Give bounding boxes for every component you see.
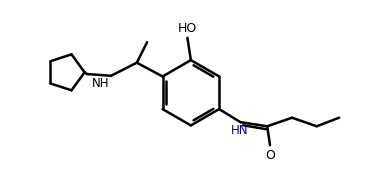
Text: O: O — [265, 149, 275, 162]
Text: HN: HN — [231, 124, 248, 137]
Text: NH: NH — [92, 77, 109, 91]
Text: HO: HO — [178, 22, 197, 35]
